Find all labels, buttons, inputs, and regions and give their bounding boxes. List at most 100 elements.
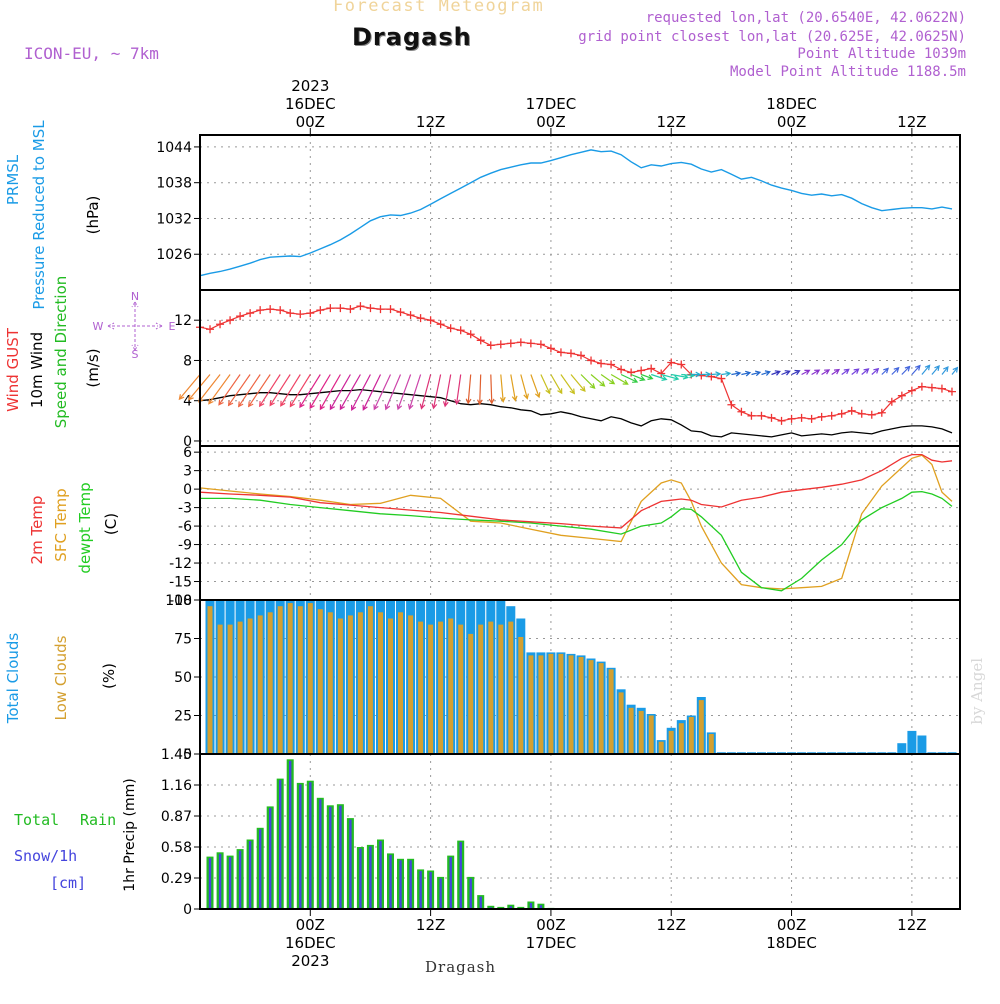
precip-snow-bar xyxy=(359,848,362,909)
cloud-low-bar xyxy=(568,655,574,754)
wind-direction-arrow xyxy=(821,369,831,376)
pressure-tick-label: 1032 xyxy=(156,211,192,227)
precip-snow-bar xyxy=(369,846,372,909)
wind-direction-arrow xyxy=(208,374,231,405)
grid-point-coordinates: grid point closest lon,lat (20.625E, 42.… xyxy=(578,29,966,45)
wind-gust-point xyxy=(867,410,876,419)
bottom-axis-label: 00Z xyxy=(777,916,806,934)
wind-direction-arrow xyxy=(570,374,586,393)
cloud-low-bar xyxy=(458,624,464,754)
wind-gust-point xyxy=(617,365,626,374)
precip-snow-bar xyxy=(429,872,432,909)
cloud-tick-label: 75 xyxy=(174,632,192,648)
precip-snow-bar xyxy=(509,906,512,909)
cloud-unit: (%) xyxy=(100,663,118,689)
wind-gust-point xyxy=(737,407,746,416)
wind-tick-label: 0 xyxy=(183,434,192,450)
wind-direction-arrow xyxy=(781,370,791,376)
model-altitude: Model Point Altitude 1188.5m xyxy=(729,64,966,80)
cloud-low-bar xyxy=(528,655,534,754)
precip-snow-bar xyxy=(539,905,543,909)
wind-direction-arrow xyxy=(431,374,442,410)
wind-gust-point xyxy=(386,305,395,314)
top-axis-label: 00Z xyxy=(296,113,325,131)
bottom-axis-label: 12Z xyxy=(416,916,445,934)
cloud-low-bar xyxy=(347,615,353,754)
wind-gust-point xyxy=(837,409,846,418)
wind-direction-arrow xyxy=(711,371,722,378)
wind-direction-arrow xyxy=(339,374,361,411)
wind-gust-point xyxy=(276,306,285,315)
wind-label-gust: Wind GUST xyxy=(4,327,22,412)
cloud-low-bar xyxy=(378,612,383,754)
bottom-axis-label: 2023 xyxy=(291,952,329,970)
wind-direction-arrow xyxy=(951,366,959,375)
temp-2m-line xyxy=(199,453,953,529)
wind-tick-label: 12 xyxy=(174,313,192,329)
wind-gust-point xyxy=(566,349,575,358)
location-title: Dragash xyxy=(352,23,472,51)
wind-gust-point xyxy=(747,411,756,420)
wind-gust-point xyxy=(216,320,225,329)
cloud-low-bar xyxy=(658,741,664,754)
wind-gust-point xyxy=(597,359,606,368)
cloud-low-bar xyxy=(418,621,424,754)
wind-direction-arrow xyxy=(520,374,529,400)
wind-direction-arrow xyxy=(661,373,680,381)
cloud-tick-label: 100 xyxy=(165,593,192,609)
wind-direction-arrow xyxy=(550,374,563,395)
wind-gust-line xyxy=(199,305,953,422)
bottom-axis-label: 00Z xyxy=(296,916,325,934)
wind-gust-point xyxy=(637,366,646,375)
wind-gust-point xyxy=(446,324,455,333)
cloud-label-low: Low Clouds xyxy=(52,635,70,720)
top-axis-label: 17DEC xyxy=(526,95,577,113)
wind-direction-arrow xyxy=(510,374,518,402)
wind-direction-arrow xyxy=(319,374,341,411)
wind-gust-point xyxy=(887,397,896,406)
cloud-low-bar xyxy=(668,730,674,754)
wind-direction-arrow xyxy=(454,374,462,406)
cloud-low-bar xyxy=(678,723,684,754)
compass-east: E xyxy=(169,320,176,333)
wind-gust-point xyxy=(847,406,856,415)
wind-direction-arrow xyxy=(871,367,880,375)
cloud-low-bar xyxy=(408,615,414,754)
temp-label-2m: 2m Temp xyxy=(28,496,46,565)
wind-direction-arrow xyxy=(396,374,412,411)
precip-snow-bar xyxy=(469,878,472,909)
wind-direction-arrow xyxy=(861,368,870,375)
wind-gust-point xyxy=(667,358,676,367)
pressure-frame xyxy=(199,134,961,291)
wind-direction-arrow xyxy=(891,366,900,375)
bottom-axis-label: 18DEC xyxy=(766,934,817,952)
cloud-low-bar xyxy=(688,717,694,754)
wind-direction-arrow xyxy=(540,374,551,395)
wind-direction-arrow xyxy=(811,369,821,376)
wind-gust-point xyxy=(587,356,596,365)
pressure-tick-label: 1038 xyxy=(156,176,192,192)
wind-direction-arrow xyxy=(499,374,506,403)
compass-south: S xyxy=(132,348,139,361)
compass-lines xyxy=(107,301,163,351)
wind-direction-arrow xyxy=(590,374,606,387)
wind-direction-arrow xyxy=(691,371,702,378)
wind-gust-point xyxy=(236,312,245,321)
wind-direction-arrow xyxy=(901,365,911,375)
cloud-low-bar xyxy=(317,609,323,754)
wind-direction-arrow xyxy=(269,374,291,407)
cloud-low-bar xyxy=(337,618,343,754)
wind-gust-point xyxy=(376,305,385,314)
compass-west: W xyxy=(93,320,104,333)
cloud-total-bar xyxy=(907,730,917,754)
top-axis-label: 12Z xyxy=(897,113,926,131)
wind-direction-arrow xyxy=(761,370,771,376)
wind-direction-arrow xyxy=(227,374,251,407)
wind-direction-arrow xyxy=(465,374,472,405)
wind-direction-arrow xyxy=(259,374,281,408)
top-axis-label: 00Z xyxy=(777,113,806,131)
cloud-low-bar xyxy=(588,660,594,754)
wind-gust-point xyxy=(306,309,315,318)
wind-gust-point xyxy=(406,311,415,320)
